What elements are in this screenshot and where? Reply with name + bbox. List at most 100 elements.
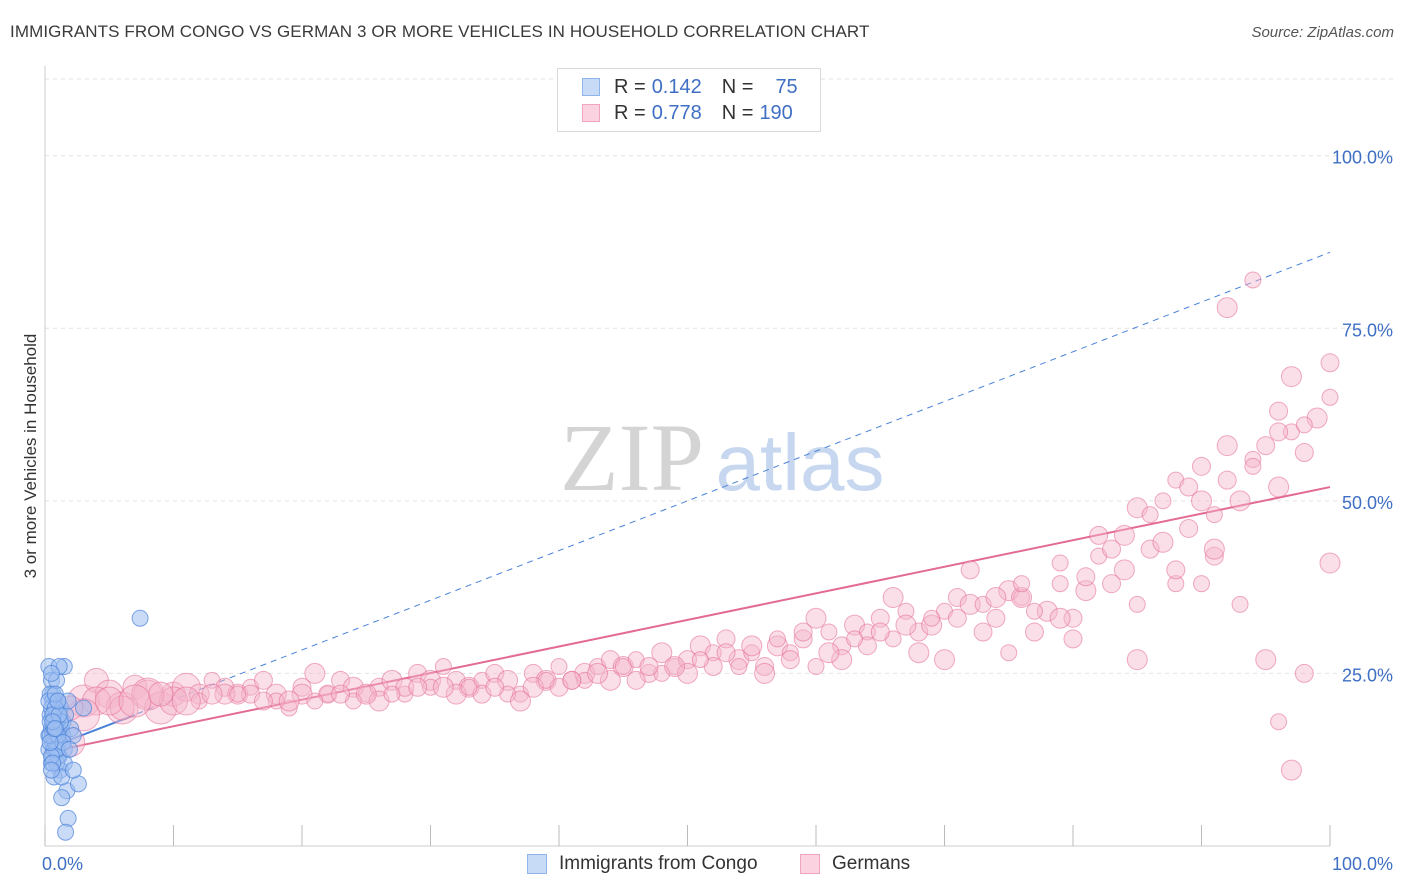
legend-r-value: 0.142 — [651, 75, 702, 98]
germans-point — [985, 586, 1007, 608]
germans-point — [1268, 476, 1290, 498]
germans-point — [511, 685, 529, 703]
germans-point — [1063, 629, 1083, 649]
bottom-legend-swatch-congo — [527, 854, 547, 874]
germans-point — [1167, 575, 1185, 593]
germans-point — [780, 650, 800, 670]
congo-point — [49, 692, 67, 710]
germans-point — [278, 690, 300, 712]
legend-n-value: 190 — [759, 101, 793, 124]
germans-point — [587, 662, 609, 684]
germans-point — [730, 658, 748, 676]
germans-point — [1141, 506, 1159, 524]
germans-point — [562, 670, 582, 690]
germans-point — [1051, 575, 1069, 593]
germans-point — [1179, 518, 1199, 538]
germans-point — [651, 642, 673, 664]
germans-point — [1231, 595, 1249, 613]
germans-point — [535, 669, 557, 691]
germans-point — [768, 630, 786, 648]
germans-point — [831, 649, 853, 671]
germans-point — [921, 614, 943, 636]
bottom-legend-congo: Immigrants from Congo — [527, 851, 758, 877]
congo-point — [42, 761, 60, 779]
congo-point — [42, 664, 60, 682]
germans-point — [355, 683, 377, 705]
germans-point — [214, 683, 236, 705]
germans-point — [909, 622, 929, 642]
bottom-legend-label-congo: Immigrants from Congo — [559, 853, 758, 874]
germans-point — [1256, 436, 1276, 456]
germans-point — [1102, 539, 1122, 559]
germans-point — [807, 658, 825, 676]
axes — [44, 66, 1331, 847]
germans-point — [306, 692, 324, 710]
legend-n-label: N = — [721, 101, 754, 124]
germans-point — [148, 681, 174, 707]
germans-point — [974, 595, 992, 613]
germans-point — [383, 685, 401, 703]
germans-point — [781, 644, 799, 662]
y-tick-label: 25.0% — [1342, 665, 1393, 685]
germans-point — [1154, 492, 1172, 510]
germans-point — [1013, 575, 1031, 593]
germans-point — [118, 684, 152, 718]
germans-point — [1216, 435, 1238, 457]
germans-point — [1280, 759, 1302, 781]
x-tick-label-max: 100.0% — [1332, 854, 1393, 874]
trend-line-congo-dashed — [44, 251, 1331, 750]
germans-point — [908, 642, 930, 664]
germans-point — [754, 662, 776, 684]
germans-point — [537, 671, 555, 689]
germans-point — [331, 670, 351, 690]
legend-r-label: R = — [614, 101, 646, 124]
watermark-zip: ZIP — [560, 404, 704, 511]
germans-point — [1126, 649, 1148, 671]
congo-point — [64, 761, 82, 779]
germans-point — [292, 677, 312, 697]
germans-point — [1025, 602, 1043, 620]
germans-point — [408, 663, 428, 683]
germans-point — [159, 686, 188, 716]
germans-point — [1269, 401, 1289, 421]
germans-point — [960, 560, 980, 580]
bottom-legend-label-germans: Germans — [832, 853, 911, 874]
germans-point — [626, 670, 646, 690]
germans-point — [94, 679, 124, 709]
germans-point — [1244, 457, 1262, 475]
germans-point — [253, 691, 273, 711]
legend-swatch-germans — [582, 104, 600, 122]
germans-point — [432, 676, 454, 698]
germans-point — [265, 683, 287, 705]
germans-point — [677, 662, 698, 684]
germans-point — [1140, 539, 1160, 559]
germans-point — [1113, 524, 1135, 546]
congo-point — [53, 789, 71, 807]
germans-point — [94, 686, 124, 716]
germans-point — [1205, 506, 1223, 524]
germans-point — [1244, 271, 1262, 289]
germans-point — [1294, 663, 1314, 683]
germans-point — [1075, 580, 1097, 602]
germans-point — [1089, 525, 1109, 545]
germans-point — [986, 608, 1006, 628]
germans-point — [434, 658, 452, 676]
germans-point — [818, 642, 840, 664]
bottom-legend-germans: Germans — [800, 851, 910, 877]
germans-point — [1294, 443, 1314, 463]
germans-point — [820, 623, 838, 641]
germans-point — [201, 683, 223, 705]
germans-point — [1319, 552, 1341, 574]
germans-point — [755, 657, 775, 677]
germans-point — [897, 602, 915, 620]
legend-r-label: R = — [614, 75, 646, 98]
germans-point — [1217, 470, 1237, 490]
congo-point — [60, 740, 78, 758]
germans-point — [1128, 595, 1146, 613]
legend-swatch-congo — [582, 78, 600, 96]
y-tick-label: 75.0% — [1342, 320, 1393, 340]
germans-point — [1269, 422, 1289, 442]
germans-point — [576, 671, 594, 689]
y-tick-label: 100.0% — [1332, 148, 1393, 168]
